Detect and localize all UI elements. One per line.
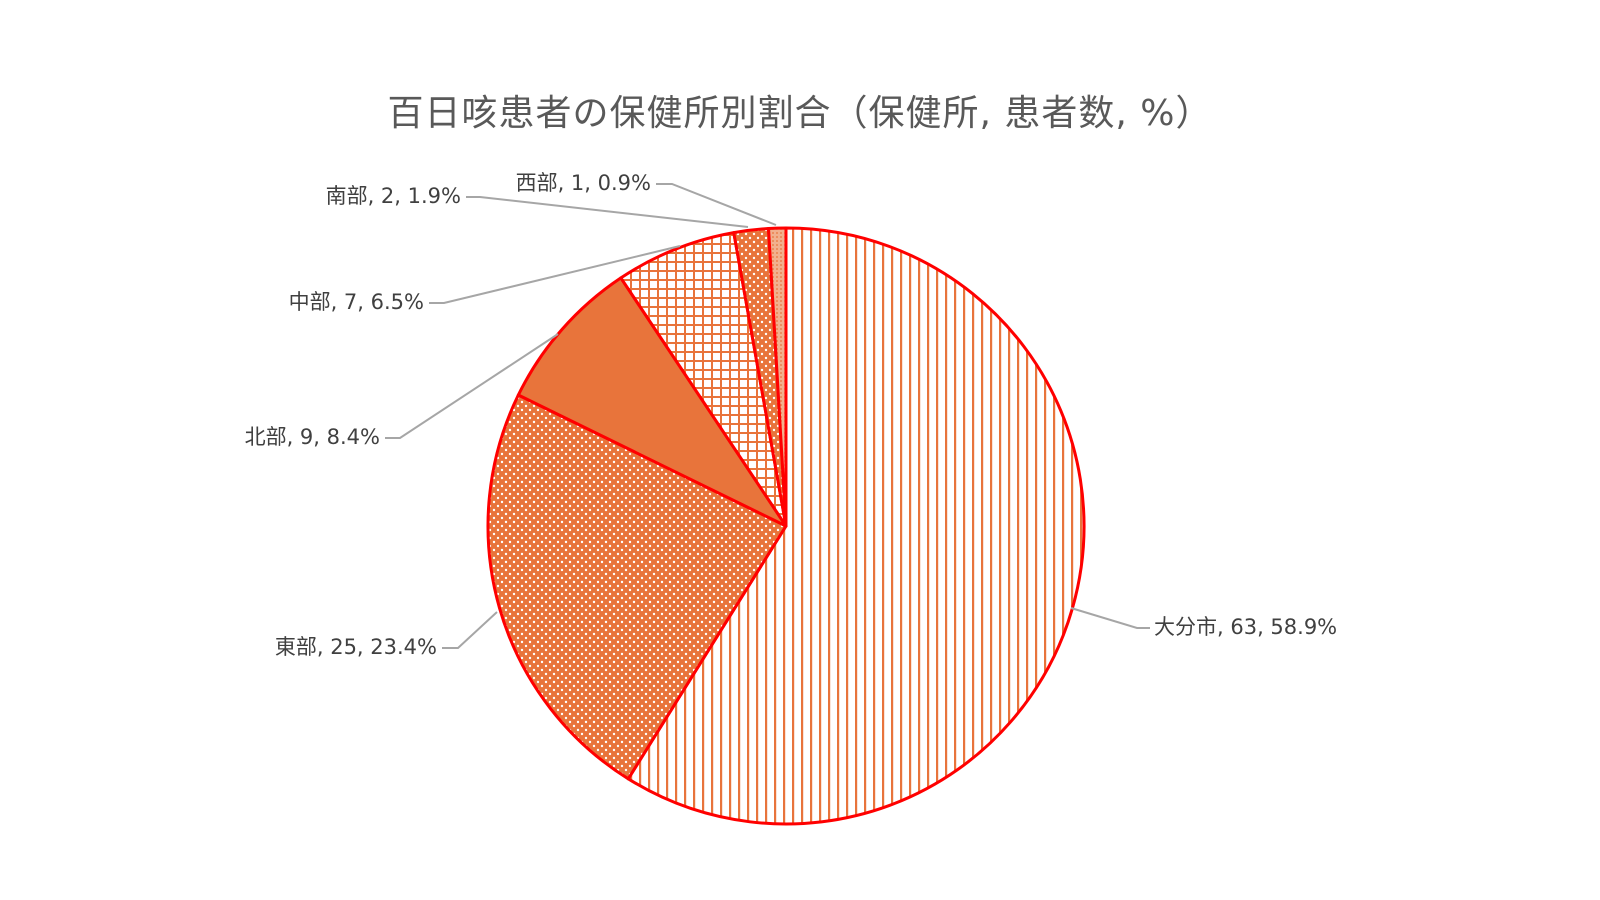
leader-line-6 bbox=[656, 183, 777, 226]
leader-line-3 bbox=[385, 333, 559, 439]
data-label-5: 南部, 2, 1.9% bbox=[326, 184, 461, 208]
data-label-4: 中部, 7, 6.5% bbox=[289, 290, 424, 314]
data-label-6: 西部, 1, 0.9% bbox=[516, 171, 651, 195]
data-label-1: 大分市, 63, 58.9% bbox=[1154, 615, 1337, 639]
leader-line-4 bbox=[429, 245, 681, 304]
leader-line-2 bbox=[442, 611, 498, 649]
leader-lines bbox=[385, 183, 1150, 649]
data-label-3: 北部, 9, 8.4% bbox=[245, 425, 380, 449]
data-labels: 大分市, 63, 58.9% 東部, 25, 23.4% 北部, 9, 8.4% 中部… bbox=[245, 171, 1338, 659]
leader-line-1 bbox=[1070, 607, 1150, 629]
leader-line-5 bbox=[466, 196, 749, 228]
data-label-2: 東部, 25, 23.4% bbox=[275, 635, 437, 659]
pie-slice-6 bbox=[767, 226, 788, 528]
chart-title: 百日咳患者の保健所別割合（保健所, 患者数, %） bbox=[387, 93, 1213, 134]
pie-slice-3 bbox=[516, 276, 788, 528]
pie-slice-4 bbox=[619, 231, 788, 528]
pie-slices bbox=[486, 226, 1086, 826]
